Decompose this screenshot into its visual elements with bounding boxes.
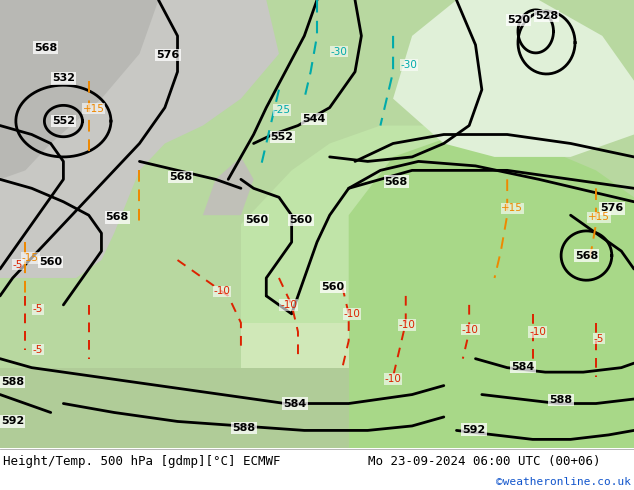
Text: 568: 568	[575, 250, 598, 261]
Text: 560: 560	[321, 282, 344, 292]
Text: -5: -5	[13, 260, 23, 270]
Text: 588: 588	[550, 395, 573, 405]
Text: 588: 588	[1, 377, 24, 387]
Text: 544: 544	[302, 114, 325, 124]
Text: -5: -5	[33, 304, 43, 315]
Text: 592: 592	[1, 416, 24, 426]
Text: 552: 552	[271, 132, 294, 142]
Polygon shape	[0, 368, 349, 448]
Text: 552: 552	[52, 116, 75, 126]
Text: -30: -30	[331, 47, 347, 56]
Text: -10: -10	[529, 327, 546, 337]
Polygon shape	[0, 0, 279, 278]
Text: 568: 568	[106, 213, 129, 222]
Text: -10: -10	[344, 309, 360, 319]
Text: -5: -5	[33, 344, 43, 355]
Text: 592: 592	[463, 424, 486, 435]
Text: -5: -5	[594, 334, 604, 343]
Text: 520: 520	[507, 15, 530, 25]
Text: -30: -30	[401, 60, 417, 70]
Text: 584: 584	[283, 398, 306, 409]
Polygon shape	[393, 0, 634, 157]
Polygon shape	[241, 125, 634, 448]
Text: ©weatheronline.co.uk: ©weatheronline.co.uk	[496, 477, 631, 487]
Text: 532: 532	[52, 74, 75, 83]
Text: 568: 568	[34, 43, 57, 52]
Text: 560: 560	[290, 215, 313, 225]
Text: -10: -10	[385, 374, 401, 384]
Text: 576: 576	[600, 203, 623, 214]
Text: 568: 568	[385, 176, 408, 187]
Text: -15: -15	[22, 253, 39, 263]
Text: 568: 568	[169, 172, 192, 182]
Text: 576: 576	[157, 49, 179, 60]
Polygon shape	[349, 135, 634, 448]
Polygon shape	[203, 157, 254, 215]
Text: +15: +15	[83, 103, 105, 114]
Text: 560: 560	[39, 257, 62, 267]
Text: 560: 560	[245, 215, 268, 225]
Polygon shape	[0, 0, 158, 179]
Text: -10: -10	[399, 320, 415, 330]
Text: -10: -10	[214, 287, 230, 296]
Text: 584: 584	[512, 362, 534, 372]
Text: +15: +15	[588, 213, 610, 222]
Text: -10: -10	[280, 300, 297, 310]
Text: Height/Temp. 500 hPa [gdmp][°C] ECMWF: Height/Temp. 500 hPa [gdmp][°C] ECMWF	[3, 455, 281, 468]
Text: -25: -25	[274, 105, 290, 115]
Text: +15: +15	[501, 203, 523, 214]
Text: -10: -10	[462, 324, 479, 335]
Text: 528: 528	[535, 11, 558, 21]
Text: 588: 588	[233, 423, 256, 433]
Text: Mo 23-09-2024 06:00 UTC (00+06): Mo 23-09-2024 06:00 UTC (00+06)	[368, 455, 600, 468]
Polygon shape	[241, 323, 349, 448]
